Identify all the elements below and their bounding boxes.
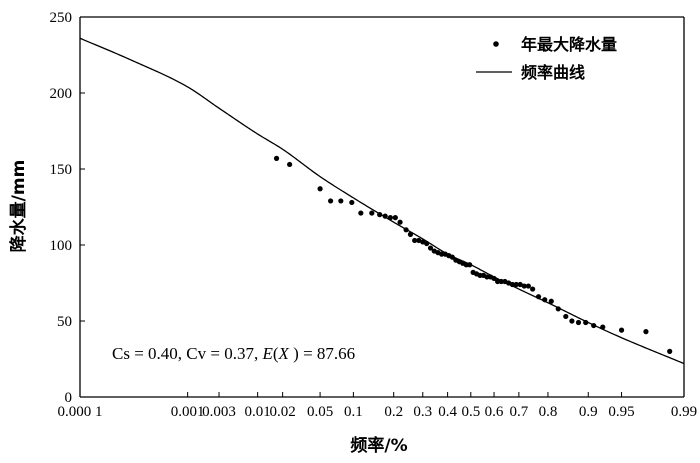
legend-label-line: 频率曲线 (521, 63, 585, 82)
data-point (328, 198, 334, 204)
data-point (667, 348, 673, 354)
data-point (412, 237, 418, 244)
legend-marker-scatter (493, 41, 499, 47)
x-tick-label: 0.05 (307, 404, 333, 420)
data-point (358, 210, 364, 216)
x-tick-label: 0.000 1 (58, 404, 103, 420)
data-point (548, 298, 554, 304)
x-tick-label: 0.5 (461, 404, 480, 420)
data-point (420, 239, 426, 245)
data-point (397, 219, 403, 225)
data-point (517, 281, 523, 288)
frequency-curve (79, 37, 685, 365)
plot-area (79, 16, 685, 398)
y-tick-label: 0 (65, 390, 73, 406)
data-point (439, 251, 445, 257)
data-point (618, 327, 625, 333)
data-point (403, 227, 409, 233)
data-point (513, 281, 519, 288)
data-point (643, 329, 649, 335)
x-tick-label: 0.4 (438, 404, 457, 420)
y-tick-label: 250 (50, 10, 73, 26)
x-tick-label: 0.8 (539, 404, 558, 420)
data-point (377, 212, 383, 218)
x-tick-label: 0.6 (485, 404, 504, 420)
data-point (591, 322, 597, 329)
data-point (416, 237, 422, 244)
data-point (509, 281, 515, 288)
x-tick-label: 0.9 (579, 404, 598, 420)
x-tick-label: 0.1 (344, 404, 363, 420)
data-point (530, 286, 536, 292)
y-tick-label: 200 (50, 86, 73, 102)
x-tick-label: 0.003 (202, 404, 236, 420)
y-tick-label: 150 (50, 162, 73, 178)
x-tick-label: 0.7 (510, 404, 529, 420)
data-point (273, 155, 280, 161)
legend: 年最大降水量 频率曲线 (476, 35, 617, 82)
data-point (387, 215, 393, 221)
data-point (563, 313, 569, 320)
x-tick-label: 0.001 (171, 404, 205, 420)
data-point (498, 278, 504, 285)
data-point (583, 319, 589, 326)
data-point (491, 275, 497, 282)
data-point (535, 294, 542, 300)
parameter-annotation: Cs = 0.40, Cv = 0.37, E(X ) = 87.66 (112, 344, 355, 363)
x-tick-label: 0.3 (413, 404, 432, 420)
data-point (555, 306, 561, 312)
x-tick-label: 0.02 (269, 404, 295, 420)
data-point (495, 278, 501, 285)
data-point (449, 254, 455, 260)
data-point (467, 262, 473, 268)
scatter-points-layer (273, 155, 673, 354)
data-point (542, 297, 548, 303)
x-tick-label: 0.01 (245, 404, 271, 420)
data-point (600, 324, 606, 330)
data-point (338, 198, 344, 204)
data-point (569, 318, 575, 324)
data-point (575, 319, 582, 326)
data-point (521, 283, 527, 289)
data-point (392, 215, 398, 221)
x-tick-label: 0.95 (608, 404, 634, 420)
data-point (525, 283, 531, 289)
y-axis-title: 降水量/mm (8, 160, 29, 253)
x-tick-label: 0.99 (671, 404, 697, 420)
data-point (287, 161, 293, 168)
x-axis-title: 频率/% (350, 435, 407, 456)
frequency-curve-layer (79, 37, 685, 365)
legend-label-scatter: 年最大降水量 (521, 35, 617, 54)
y-tick-label: 50 (57, 314, 72, 330)
y-tick-label: 100 (50, 238, 73, 254)
y-axis-ticks: 0 50 100 150 200 250 (50, 10, 85, 406)
data-point (382, 213, 388, 219)
data-point (317, 186, 323, 192)
data-point (369, 210, 375, 216)
x-tick-label: 0.2 (384, 404, 403, 420)
data-point (349, 199, 355, 206)
data-point (407, 231, 414, 237)
data-point (427, 245, 434, 251)
data-point (424, 240, 430, 247)
